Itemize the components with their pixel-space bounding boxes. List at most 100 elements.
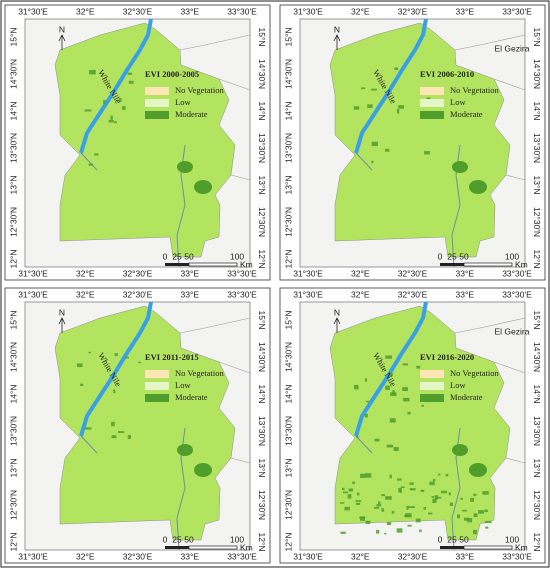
scale-bar (463, 262, 513, 267)
moderate-patch (448, 492, 451, 496)
lat-label: 15°N (283, 311, 293, 330)
moderate-patch (128, 80, 134, 84)
lat-label: 13°30'N (283, 416, 293, 446)
lon-label: 32°E (351, 289, 370, 299)
moderate-patch (473, 529, 477, 535)
admin-boundary (179, 317, 251, 464)
lon-label: 32°E (351, 6, 370, 16)
legend-label: No Vegetation (450, 85, 499, 95)
moderate-patch (340, 502, 345, 504)
moderate-patch (416, 365, 421, 369)
lat-label: 13°N (283, 176, 293, 195)
moderate-patch (385, 385, 390, 390)
moderate-patch (484, 520, 492, 524)
legend-swatch (420, 87, 444, 95)
region-label: El Gezira (495, 43, 530, 53)
scale-unit: Km (240, 259, 253, 269)
scale-label: 50 (184, 251, 194, 261)
legend-title: EVI 2006-2010 (420, 69, 474, 79)
lat-label: 12°N (257, 250, 267, 269)
moderate-patch (364, 413, 368, 418)
moderate-patch (85, 427, 92, 430)
lon-label: 31°30'E (18, 289, 48, 299)
moderate-patch (478, 510, 484, 514)
moderate-patch (127, 434, 131, 439)
lat-label: 15°N (283, 28, 293, 47)
lat-label: 14°N (283, 385, 293, 404)
lon-label: 33°E (180, 289, 199, 299)
admin-boundary (454, 34, 526, 181)
moderate-patch (385, 148, 390, 152)
lat-label: 13°30'N (532, 133, 542, 163)
moderate-patch (445, 473, 449, 477)
lon-label: 33°E (180, 551, 199, 561)
lat-label: 14°30'N (532, 59, 542, 89)
lon-label: 32°E (76, 289, 95, 299)
lat-label: 13°N (8, 459, 18, 478)
lat-label: 14°30'N (8, 59, 18, 89)
map-panel: 31°30'E 31°30'E 32°E 32°E 32°30'E 32°30'E 33°E… (279, 4, 546, 281)
legend-swatch (420, 394, 444, 402)
scale-label: 50 (184, 534, 194, 544)
legend-swatch (145, 370, 169, 378)
lat-label: 12°N (283, 250, 293, 269)
lat-label: 15°N (532, 28, 542, 47)
scale-label: 0 (438, 251, 443, 261)
lat-label: 12°30'N (8, 207, 18, 237)
lon-label: 33°30'E (502, 289, 532, 299)
moderate-patch (378, 501, 381, 505)
lon-label: 31°30'E (18, 268, 48, 278)
moderate-patch (364, 378, 368, 382)
legend-swatch (145, 382, 169, 390)
moderate-patch (485, 526, 489, 529)
moderate-patch (374, 506, 380, 509)
lat-label: 12°30'N (8, 490, 18, 520)
moderate-patch (408, 506, 415, 509)
moderate-patch (467, 518, 473, 523)
lat-label: 14°N (257, 102, 267, 121)
moderate-patch (404, 515, 411, 517)
moderate-patch (386, 444, 394, 448)
moderate-patch (424, 151, 430, 155)
moderate-patch (432, 498, 437, 503)
lon-label: 32°E (76, 551, 95, 561)
moderate-patch (449, 502, 454, 506)
lon-label: 33°30'E (502, 268, 532, 278)
moderate-patch (385, 496, 392, 500)
moderate-patch (484, 509, 488, 513)
legend-label: Moderate (450, 392, 483, 402)
lon-label: 33°30'E (502, 6, 532, 16)
moderate-patch (348, 488, 353, 492)
moderate-patch (473, 493, 477, 496)
lon-label: 33°30'E (227, 289, 257, 299)
lat-label: 15°N (8, 28, 18, 47)
moderate-patch (388, 373, 393, 377)
moderate-patch (371, 160, 374, 164)
moderate-patch (108, 120, 114, 123)
legend-label: No Vegetation (175, 85, 224, 95)
legend-label: Low (450, 97, 466, 107)
moderate-patch (353, 106, 360, 110)
lon-label: 31°30'E (293, 551, 323, 561)
lat-label: 14°N (257, 385, 267, 404)
legend-swatch (145, 87, 169, 95)
moderate-patch (396, 109, 400, 114)
moderate-patch (415, 518, 421, 523)
moderate-patch (80, 383, 84, 386)
river (79, 18, 153, 154)
scale-label: 25 (447, 534, 457, 544)
lat-label: 13°30'N (8, 416, 18, 446)
lat-label: 12°30'N (283, 490, 293, 520)
moderate-patch (384, 532, 387, 535)
moderate-patch (114, 353, 118, 357)
moderate-patch (391, 510, 395, 514)
legend-label: Low (175, 97, 191, 107)
moderate-patch (360, 516, 366, 521)
lon-label: 31°30'E (18, 551, 48, 561)
moderate-patch (426, 97, 431, 101)
moderate-patch (407, 411, 411, 415)
lon-label: 32°30'E (123, 268, 153, 278)
north-label: N (59, 307, 65, 317)
moderate-patch (431, 496, 434, 498)
north-arrow (333, 317, 341, 333)
